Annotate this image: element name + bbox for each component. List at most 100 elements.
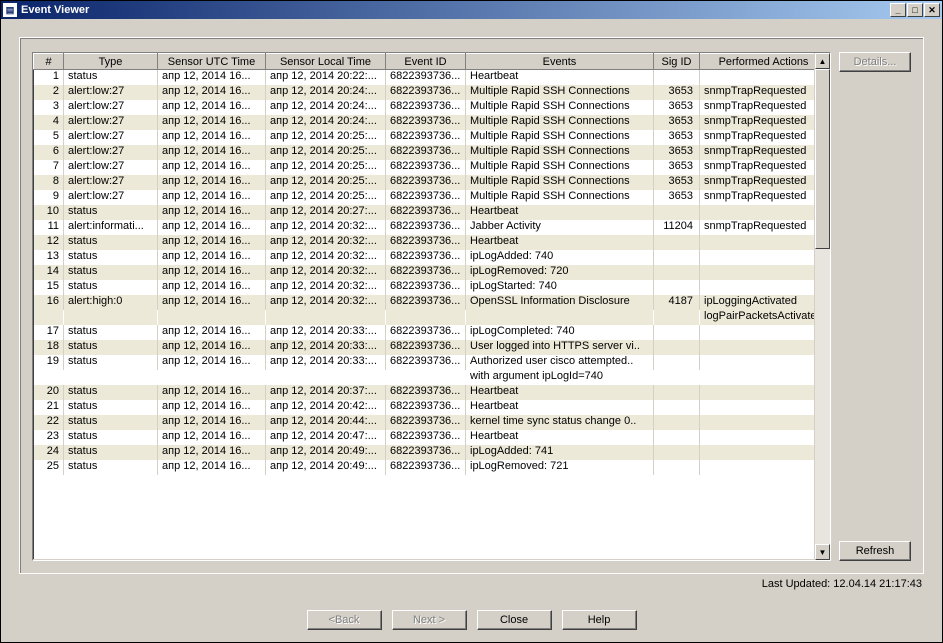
table-row-continuation[interactable]: logPairPacketsActivated	[34, 310, 815, 325]
table-row[interactable]: 8alert:low:27апр 12, 2014 16...апр 12, 2…	[34, 175, 815, 190]
cell-eventId: 6822393736...	[386, 130, 466, 145]
cell-utc: апр 12, 2014 16...	[158, 130, 266, 145]
maximize-button[interactable]: □	[907, 3, 923, 17]
cell-utc: апр 12, 2014 16...	[158, 325, 266, 340]
minimize-button[interactable]: _	[890, 3, 906, 17]
cell-eventId: 6822393736...	[386, 220, 466, 235]
cell-local: апр 12, 2014 20:32:...	[266, 265, 386, 280]
cell-events: User logged into HTTPS server vi..	[466, 340, 654, 355]
table-row[interactable]: 21statusапр 12, 2014 16...апр 12, 2014 2…	[34, 400, 815, 415]
table-row[interactable]: 24statusапр 12, 2014 16...апр 12, 2014 2…	[34, 445, 815, 460]
table-row[interactable]: 20statusапр 12, 2014 16...апр 12, 2014 2…	[34, 385, 815, 400]
cell-sigId	[654, 280, 700, 295]
cell-type: alert:low:27	[64, 190, 158, 205]
close-window-button[interactable]: ✕	[924, 3, 940, 17]
cell-utc: апр 12, 2014 16...	[158, 400, 266, 415]
events-table-wrap: #TypeSensor UTC TimeSensor Local TimeEve…	[32, 52, 831, 561]
table-row[interactable]: 17statusапр 12, 2014 16...апр 12, 2014 2…	[34, 325, 815, 340]
table-row[interactable]: 1statusапр 12, 2014 16...апр 12, 2014 20…	[34, 70, 815, 85]
cell-local: апр 12, 2014 20:32:...	[266, 220, 386, 235]
table-row[interactable]: 6alert:low:27апр 12, 2014 16...апр 12, 2…	[34, 145, 815, 160]
cell-num: 25	[34, 460, 64, 475]
cell-eventId: 6822393736...	[386, 85, 466, 100]
cell-utc: апр 12, 2014 16...	[158, 445, 266, 460]
cell-num: 15	[34, 280, 64, 295]
table-row[interactable]: 14statusапр 12, 2014 16...апр 12, 2014 2…	[34, 265, 815, 280]
table-row[interactable]: 22statusапр 12, 2014 16...апр 12, 2014 2…	[34, 415, 815, 430]
cell-num: 16	[34, 295, 64, 310]
cell-type: status	[64, 205, 158, 220]
cell-actions	[700, 385, 815, 400]
refresh-button[interactable]: Refresh	[839, 541, 911, 561]
cell-events: ipLogRemoved: 721	[466, 460, 654, 475]
cell-sigId	[654, 325, 700, 340]
table-row[interactable]: 5alert:low:27апр 12, 2014 16...апр 12, 2…	[34, 130, 815, 145]
table-row[interactable]: 11alert:informati...апр 12, 2014 16...ап…	[34, 220, 815, 235]
cell-sigId: 3653	[654, 145, 700, 160]
cell-local: апр 12, 2014 20:32:...	[266, 280, 386, 295]
scroll-down-button[interactable]: ▼	[815, 544, 830, 560]
cell-type: status	[64, 415, 158, 430]
column-header[interactable]: Type	[64, 54, 158, 70]
column-header[interactable]: Event ID	[386, 54, 466, 70]
column-header[interactable]: Sig ID	[654, 54, 700, 70]
cell-type: status	[64, 430, 158, 445]
table-row[interactable]: 7alert:low:27апр 12, 2014 16...апр 12, 2…	[34, 160, 815, 175]
table-row[interactable]: 3alert:low:27апр 12, 2014 16...апр 12, 2…	[34, 100, 815, 115]
table-row-continuation[interactable]: with argument ipLogId=740	[34, 370, 815, 385]
next-button[interactable]: Next >	[392, 610, 467, 630]
cell-utc: апр 12, 2014 16...	[158, 250, 266, 265]
cell-utc: апр 12, 2014 16...	[158, 415, 266, 430]
column-header[interactable]: Sensor Local Time	[266, 54, 386, 70]
cell-actions	[700, 430, 815, 445]
table-row[interactable]: 4alert:low:27апр 12, 2014 16...апр 12, 2…	[34, 115, 815, 130]
cell-eventId: 6822393736...	[386, 235, 466, 250]
cell-eventId: 6822393736...	[386, 430, 466, 445]
cell-num: 4	[34, 115, 64, 130]
table-row[interactable]: 16alert:high:0апр 12, 2014 16...апр 12, …	[34, 295, 815, 310]
column-header[interactable]: Sensor UTC Time	[158, 54, 266, 70]
cell-events: Heartbeat	[466, 70, 654, 85]
cell-actions	[700, 235, 815, 250]
cell-actions	[700, 280, 815, 295]
table-row[interactable]: 13statusапр 12, 2014 16...апр 12, 2014 2…	[34, 250, 815, 265]
cell-sigId	[654, 430, 700, 445]
scroll-thumb[interactable]	[815, 69, 830, 249]
cell-type: status	[64, 265, 158, 280]
help-button[interactable]: Help	[562, 610, 637, 630]
cell-utc: апр 12, 2014 16...	[158, 280, 266, 295]
cell-sigId	[654, 265, 700, 280]
cell-type: status	[64, 250, 158, 265]
table-row[interactable]: 25statusапр 12, 2014 16...апр 12, 2014 2…	[34, 460, 815, 475]
cell-eventId: 6822393736...	[386, 70, 466, 85]
cell-actions: snmpTrapRequested	[700, 130, 815, 145]
table-row[interactable]: 2alert:low:27апр 12, 2014 16...апр 12, 2…	[34, 85, 815, 100]
details-button[interactable]: Details...	[839, 52, 911, 72]
cell-events: Heartbeat	[466, 205, 654, 220]
scroll-up-button[interactable]: ▲	[815, 53, 830, 69]
column-header[interactable]: #	[34, 54, 64, 70]
scroll-track[interactable]	[815, 69, 830, 544]
cell-type: status	[64, 70, 158, 85]
cell-actions	[700, 400, 815, 415]
table-row[interactable]: 10statusапр 12, 2014 16...апр 12, 2014 2…	[34, 205, 815, 220]
table-row[interactable]: 18statusапр 12, 2014 16...апр 12, 2014 2…	[34, 340, 815, 355]
cell-num: 18	[34, 340, 64, 355]
table-row[interactable]: 23statusапр 12, 2014 16...апр 12, 2014 2…	[34, 430, 815, 445]
cell-local: апр 12, 2014 20:24:...	[266, 100, 386, 115]
table-row[interactable]: 12statusапр 12, 2014 16...апр 12, 2014 2…	[34, 235, 815, 250]
table-row[interactable]: 19statusапр 12, 2014 16...апр 12, 2014 2…	[34, 355, 815, 370]
table-row[interactable]: 15statusапр 12, 2014 16...апр 12, 2014 2…	[34, 280, 815, 295]
column-header[interactable]: Performed Actions	[700, 54, 815, 70]
cell-sigId	[654, 235, 700, 250]
titlebar[interactable]: ▤ Event Viewer _ □ ✕	[1, 1, 942, 19]
table-row[interactable]: 9alert:low:27апр 12, 2014 16...апр 12, 2…	[34, 190, 815, 205]
cell-num: 20	[34, 385, 64, 400]
vertical-scrollbar[interactable]: ▲ ▼	[814, 53, 830, 560]
column-header[interactable]: Events	[466, 54, 654, 70]
close-button[interactable]: Close	[477, 610, 552, 630]
cell-local: апр 12, 2014 20:32:...	[266, 250, 386, 265]
cell-local: апр 12, 2014 20:42:...	[266, 400, 386, 415]
cell-events: kernel time sync status change 0..	[466, 415, 654, 430]
back-button[interactable]: <Back	[307, 610, 382, 630]
